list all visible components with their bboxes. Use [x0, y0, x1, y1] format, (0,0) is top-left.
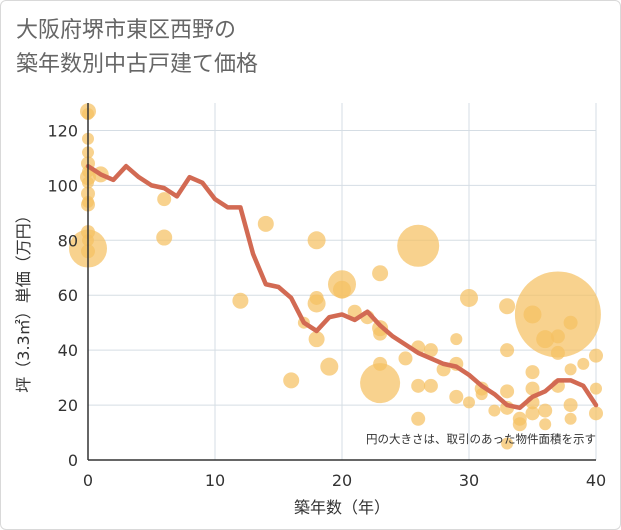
chart-title-line-2: 築年数別中古戸建て価格: [16, 52, 259, 77]
x-tick-label: 30: [459, 471, 479, 490]
y-axis-label: 坪（3.3㎡）単価（万円）: [14, 207, 33, 392]
bubble-point: [411, 378, 426, 393]
bubble-point: [307, 231, 326, 250]
bubble-point: [564, 412, 577, 425]
y-tick-label: 40: [58, 341, 78, 360]
bubble-point: [307, 294, 326, 313]
bubble-point: [449, 389, 464, 404]
bubble-point: [550, 329, 565, 344]
bubble-point: [360, 363, 401, 404]
y-tick-label: 0: [68, 451, 78, 470]
bubble-point: [577, 357, 590, 370]
bubble-point: [563, 398, 578, 413]
trend-line: [85, 163, 599, 411]
axes: 0 20 40 60 80 100 120 0 10 20 30 40: [47, 103, 606, 490]
bubble-point: [499, 298, 516, 315]
bubble-point: [500, 343, 515, 358]
bubble-point: [538, 403, 553, 418]
chart-title: 大阪府堺市東区西野の 築年数別中古戸建て価格: [16, 14, 258, 82]
bubble-point: [450, 333, 463, 346]
bubble-point: [232, 292, 249, 309]
bubble-point: [525, 365, 540, 380]
x-tick-label: 0: [83, 471, 93, 490]
y-tick-label: 60: [58, 286, 78, 305]
bubble-point: [514, 271, 601, 358]
bubble-point: [156, 229, 173, 246]
y-tick-label: 80: [58, 231, 78, 250]
bubble-point: [589, 406, 603, 421]
bubble-point: [589, 348, 603, 363]
y-tick-label: 120: [47, 121, 78, 140]
y-tick-label: 20: [58, 396, 78, 415]
bubble-point: [525, 406, 540, 421]
bubble-point: [320, 357, 339, 376]
bubble-point: [423, 343, 438, 358]
bubble-series: [69, 103, 603, 450]
bubble-point: [463, 396, 475, 409]
bubble-size-note: 円の大きさは、取引のあった物件面積を示す: [366, 432, 596, 446]
bubble-point: [500, 384, 515, 399]
bubble-point: [564, 363, 577, 376]
bubble-point: [501, 437, 514, 450]
x-axis-label: 築年数（年）: [294, 498, 390, 517]
bubble-point: [460, 288, 478, 307]
bubble-point: [308, 331, 325, 348]
bubble-point: [283, 372, 300, 389]
bubble-point: [525, 381, 540, 396]
bubble-point: [397, 224, 440, 267]
x-tick-label: 20: [332, 471, 352, 490]
bubble-point: [423, 378, 438, 393]
x-tick-label: 10: [205, 471, 225, 490]
chart-title-line-1: 大阪府堺市東区西野の: [16, 18, 237, 43]
bubble-point: [512, 417, 527, 432]
x-tick-label: 40: [586, 471, 606, 490]
bubble-point: [563, 315, 578, 330]
trend-series: [85, 163, 599, 411]
bubble-point: [398, 351, 413, 366]
bubble-point: [333, 280, 351, 299]
bubble-point: [411, 411, 426, 426]
bubble-point: [257, 215, 274, 232]
bubble-point: [590, 382, 602, 395]
bubble-point: [550, 345, 565, 360]
bubble-point: [372, 265, 389, 282]
bubble-point: [475, 388, 488, 401]
bubble-point: [157, 192, 172, 207]
bubble-point: [488, 404, 501, 417]
y-tick-label: 100: [47, 176, 78, 195]
bubble-point: [539, 418, 552, 431]
